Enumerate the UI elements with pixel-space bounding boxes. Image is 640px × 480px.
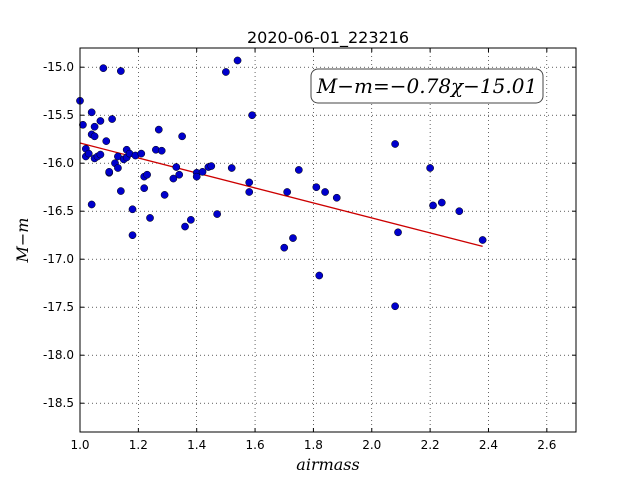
data-point — [172, 163, 181, 171]
data-point — [391, 302, 399, 311]
data-point — [426, 164, 434, 172]
data-point — [157, 146, 166, 155]
data-point — [192, 172, 201, 181]
data-point — [391, 140, 399, 148]
data-point — [181, 222, 189, 231]
chart-title: 2020-06-01_223216 — [247, 28, 409, 48]
x-tick-label: 1.6 — [246, 438, 265, 452]
data-point — [108, 115, 116, 123]
data-point — [146, 214, 154, 222]
y-tick-label: -17.0 — [43, 252, 74, 266]
data-point — [245, 178, 254, 187]
data-point — [84, 149, 93, 158]
x-tick-label: 2.6 — [537, 438, 556, 452]
x-tick-label: 1.8 — [304, 438, 323, 452]
data-point — [116, 187, 125, 195]
data-point — [102, 137, 111, 145]
data-point — [332, 193, 341, 202]
plot-area — [80, 48, 576, 432]
data-point — [90, 132, 99, 141]
x-tick-label: 2.4 — [479, 438, 498, 452]
data-point — [114, 164, 122, 172]
y-axis-label: M−m — [13, 218, 32, 264]
x-tick-label: 2.2 — [421, 438, 440, 452]
data-point — [315, 271, 324, 280]
data-point — [79, 120, 87, 129]
data-point — [87, 108, 96, 117]
data-point — [283, 188, 292, 196]
x-tick-label: 2.0 — [362, 438, 381, 452]
x-tick-label: 1.4 — [187, 438, 206, 452]
data-point — [154, 125, 163, 134]
grid-lines — [80, 48, 576, 432]
data-point — [312, 183, 321, 192]
data-point — [198, 167, 207, 176]
plot-frame — [79, 47, 577, 433]
data-point — [116, 67, 125, 75]
x-axis-label: airmass — [296, 455, 359, 474]
data-point — [105, 167, 114, 176]
data-point — [429, 201, 437, 210]
fit-equation-text: M−m=−0.78χ−15.01 — [316, 74, 537, 98]
data-point — [233, 56, 242, 65]
data-point — [394, 228, 402, 237]
data-point — [248, 111, 256, 120]
data-point — [99, 64, 108, 73]
data-point — [213, 210, 221, 218]
x-tick-label: 1.2 — [129, 438, 148, 452]
data-point — [160, 191, 169, 199]
data-point — [294, 166, 303, 174]
y-tick-label: -15.5 — [43, 108, 74, 122]
data-point — [96, 117, 105, 125]
data-point — [143, 170, 151, 179]
y-tick-label: -15.0 — [43, 60, 74, 74]
data-point — [187, 215, 195, 224]
data-point — [437, 198, 446, 207]
data-points — [76, 56, 487, 311]
data-point — [321, 188, 329, 196]
data-point — [222, 68, 230, 76]
axis-ticks: 1.0 1.2 1.4 1.6 1.8 2.0 2.2 2.4 2.6 -15.0 -15.5 -16… — [43, 48, 576, 452]
data-point — [96, 150, 105, 159]
fit-line-group — [79, 142, 483, 248]
data-point — [289, 234, 297, 242]
fit-equation-box: M−m=−0.78χ−15.01 — [310, 68, 544, 104]
data-point — [87, 200, 96, 209]
data-point — [169, 174, 178, 183]
data-point — [137, 149, 146, 158]
y-tick-label: -16.0 — [43, 156, 74, 170]
data-point — [207, 162, 216, 170]
data-point — [280, 243, 289, 252]
data-point — [455, 207, 464, 216]
y-tick-label: -18.0 — [43, 348, 74, 362]
data-point — [128, 205, 137, 214]
fit-line — [79, 142, 483, 248]
y-tick-label: -18.5 — [43, 396, 74, 410]
data-point — [140, 184, 149, 193]
x-tick-label: 1.0 — [70, 438, 89, 452]
data-point — [90, 122, 99, 131]
y-tick-label: -16.5 — [43, 204, 74, 218]
data-point — [227, 164, 236, 172]
data-point — [128, 231, 137, 240]
y-tick-label: -17.5 — [43, 300, 74, 314]
data-point — [245, 188, 254, 196]
data-point — [178, 132, 186, 141]
data-point — [478, 236, 487, 244]
data-point — [175, 170, 184, 179]
fit-equation-frame — [310, 68, 544, 104]
